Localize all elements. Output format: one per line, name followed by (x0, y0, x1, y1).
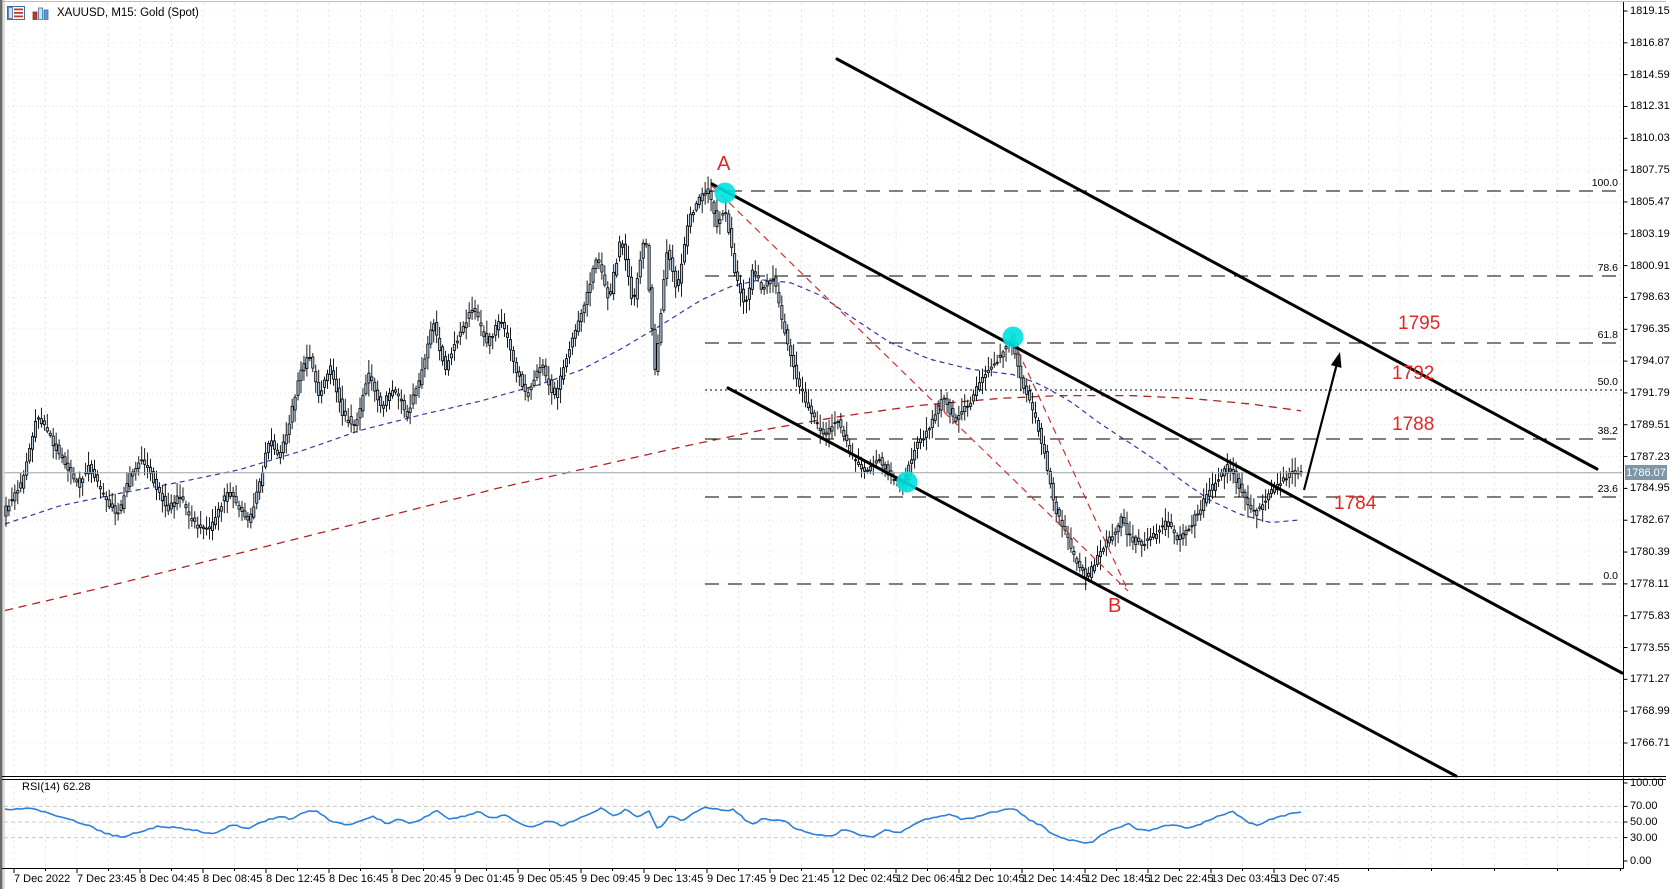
rsi-indicator-label: RSI(14) 62.28 (22, 781, 91, 793)
grid-lines (4, 3, 1622, 868)
channel-trendlines[interactable] (710, 57, 1624, 778)
ma-fast-blue (4, 279, 1302, 525)
bar-chart-icon (32, 6, 50, 20)
fibonacci-levels[interactable] (705, 190, 1622, 585)
pattern-lines[interactable] (711, 185, 1129, 592)
touch-point-markers[interactable] (714, 182, 1024, 493)
projection-arrow[interactable] (1302, 352, 1342, 491)
current-price-tag: 1786.07 (1625, 465, 1667, 481)
chart-title-bar: XAUUSD, M15: Gold (Spot) (7, 5, 199, 21)
rsi-pane[interactable] (4, 805, 1622, 844)
chart-title: XAUUSD, M15: Gold (Spot) (57, 7, 199, 19)
candles-layer (4, 176, 1303, 591)
chart-list-icon (7, 6, 25, 20)
